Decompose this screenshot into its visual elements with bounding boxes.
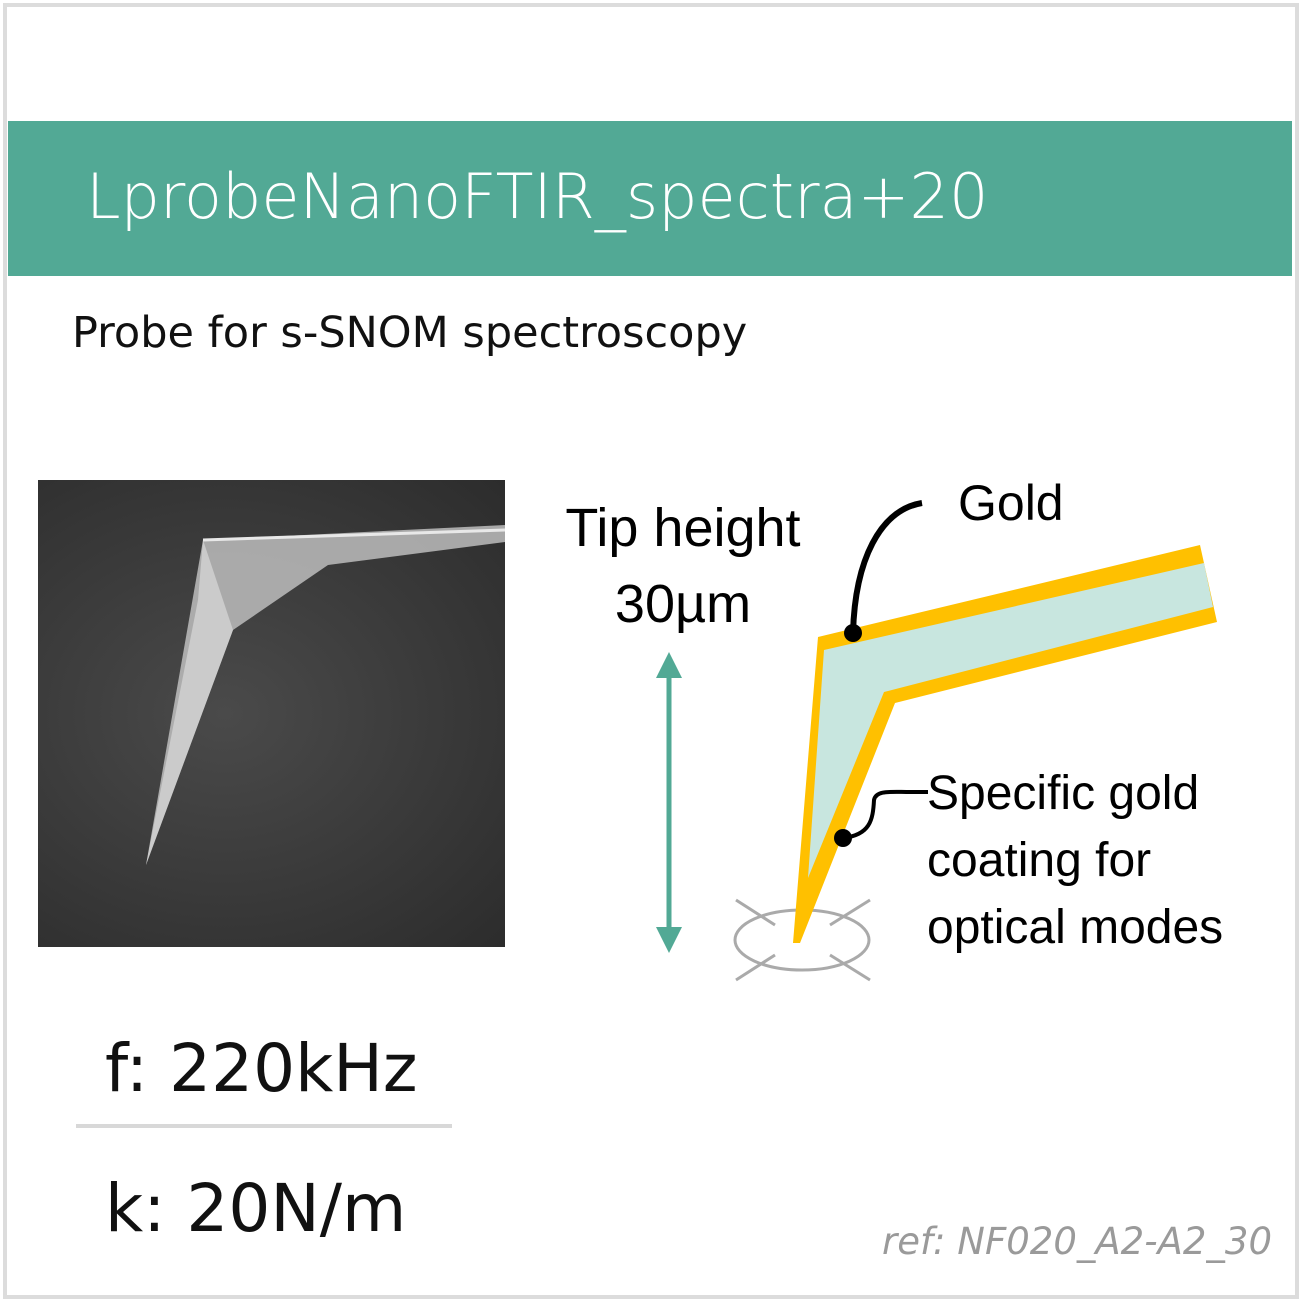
coating-line: coating for	[927, 834, 1152, 887]
product-subtitle: Probe for s-SNOM spectroscopy	[72, 308, 748, 358]
coating-line: optical modes	[927, 901, 1224, 954]
product-title: LprobeNanoFTIR_spectra+20	[86, 160, 989, 233]
tip-height-value: 30µm	[614, 574, 752, 634]
spec-divider	[76, 1124, 452, 1128]
tip-height-arrow	[656, 652, 682, 953]
sem-probe-image	[38, 480, 505, 947]
tip-height-text: Tip height	[565, 498, 801, 558]
tip-height-label: Tip height 30µm	[548, 490, 818, 642]
sem-probe-drawing	[146, 525, 505, 865]
gold-label: Gold	[958, 475, 1064, 531]
reference-code: ref: NF020_A2-A2_30	[882, 1220, 1272, 1263]
spring-constant-spec: k: 20N/m	[105, 1170, 407, 1247]
cantilever-body	[808, 563, 1213, 878]
coating-label: Specific gold coating for optical modes	[927, 760, 1223, 961]
coating-line: Specific gold	[927, 767, 1200, 820]
coating-callout-line	[842, 789, 928, 840]
frequency-spec: f: 220kHz	[105, 1030, 418, 1107]
title-banner	[8, 121, 1292, 276]
card-border	[3, 3, 1299, 1299]
gold-callout-line	[850, 500, 923, 634]
